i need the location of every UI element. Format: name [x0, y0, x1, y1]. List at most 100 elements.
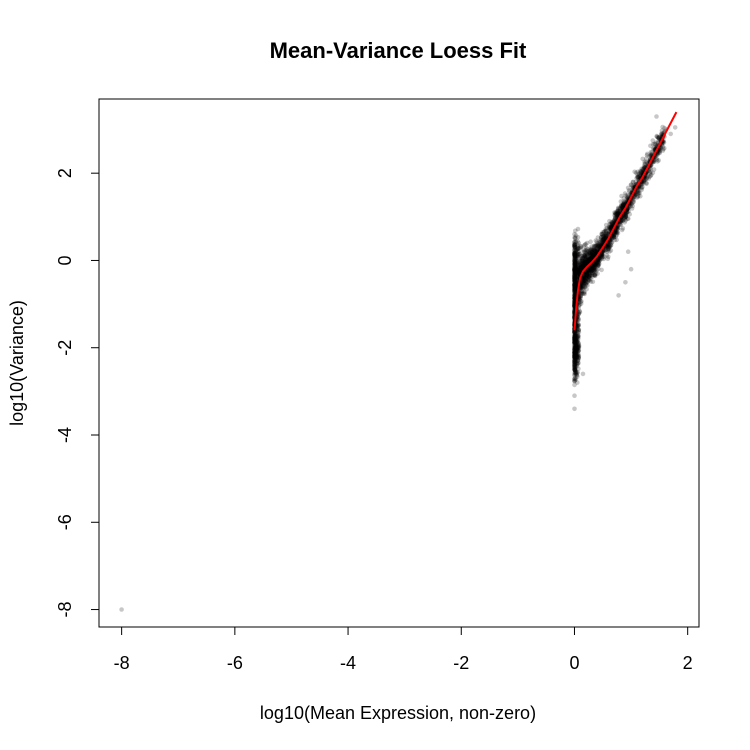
scatter-point: [633, 192, 639, 197]
scatter-point: [638, 170, 644, 176]
scatter-point: [594, 243, 600, 249]
scatter-point: [655, 152, 660, 158]
scatter-point: [574, 329, 579, 335]
scatter-point: [601, 236, 607, 242]
scatter-point: [598, 253, 604, 258]
scatter-point: [576, 327, 582, 333]
scatter-point: [595, 257, 600, 263]
scatter-point: [573, 377, 579, 382]
scatter-point: [574, 328, 580, 333]
x-tick-label: 2: [683, 653, 693, 673]
scatter-point: [573, 375, 578, 381]
scatter-point: [638, 170, 644, 175]
scatter-point: [582, 291, 587, 297]
scatter-point: [587, 268, 592, 274]
scatter-point: [577, 262, 583, 267]
scatter-point: [581, 275, 587, 280]
scatter-point: [573, 333, 578, 339]
scatter-point: [573, 345, 578, 351]
scatter-point: [633, 170, 639, 176]
scatter-point: [609, 222, 615, 227]
scatter-point: [659, 128, 665, 133]
scatter-point: [623, 210, 629, 216]
scatter-point: [577, 265, 582, 270]
scatter-point: [609, 224, 614, 229]
scatter-point: [572, 273, 577, 279]
scatter-point: [625, 195, 630, 200]
scatter-point: [617, 206, 623, 211]
scatter-point: [586, 258, 592, 263]
scatter-point: [590, 270, 596, 276]
scatter-point: [572, 350, 578, 356]
scatter-point: [583, 259, 588, 265]
scatter-point: [573, 233, 579, 238]
scatter-point: [572, 252, 577, 258]
scatter-point: [628, 266, 634, 272]
scatter-point: [585, 256, 590, 262]
scatter-point: [603, 228, 609, 234]
scatter-point: [604, 231, 609, 237]
scatter-point: [573, 345, 578, 350]
scatter-point: [572, 364, 577, 370]
scatter-point: [574, 263, 580, 268]
scatter-point: [572, 285, 578, 291]
scatter-point: [599, 253, 604, 259]
scatter-point: [589, 264, 595, 270]
scatter-point: [615, 208, 621, 213]
scatter-point: [574, 339, 580, 344]
scatter-point: [614, 212, 620, 217]
scatter-point: [601, 254, 607, 260]
scatter-point: [604, 233, 609, 239]
scatter-point: [573, 351, 579, 356]
scatter-point: [574, 335, 579, 341]
scatter-point: [621, 215, 626, 220]
scatter-point: [595, 257, 600, 262]
scatter-point: [592, 268, 597, 273]
scatter-point: [575, 380, 580, 385]
scatter-point: [573, 331, 579, 337]
scatter-point: [573, 250, 579, 256]
scatter-point: [573, 338, 578, 343]
scatter-point: [628, 182, 634, 188]
scatter-point: [630, 183, 635, 189]
scatter-point: [574, 331, 579, 336]
scatter-point: [591, 262, 597, 267]
scatter-point: [576, 355, 581, 361]
scatter-point: [572, 256, 578, 261]
scatter-point: [584, 252, 590, 257]
scatter-point: [581, 275, 586, 280]
scatter-point: [620, 204, 625, 209]
scatter-point: [593, 261, 598, 267]
scatter-point: [619, 227, 625, 233]
scatter-point: [638, 170, 643, 175]
scatter-point: [598, 237, 604, 242]
scatter-point: [597, 257, 602, 263]
scatter-point: [611, 219, 617, 224]
scatter-point: [572, 351, 577, 356]
scatter-point: [627, 212, 632, 217]
scatter-point: [119, 607, 124, 612]
scatter-point: [572, 286, 578, 292]
scatter-point: [574, 342, 579, 348]
scatter-point: [572, 284, 577, 290]
scatter-point: [597, 243, 602, 249]
scatter-point: [621, 201, 626, 207]
scatter-point: [581, 248, 587, 253]
scatter-point: [584, 259, 589, 264]
scatter-point: [574, 247, 579, 253]
scatter-point: [572, 370, 577, 376]
scatter-point: [612, 231, 617, 236]
scatter-point: [585, 256, 591, 262]
scatter-point: [572, 289, 577, 294]
scatter-point: [582, 253, 588, 258]
scatter-point: [611, 234, 616, 240]
scatter-point: [597, 258, 602, 264]
scatter-point: [572, 283, 577, 288]
scatter-point: [576, 322, 581, 328]
scatter-point: [577, 264, 583, 270]
scatter-point: [615, 208, 621, 214]
scatter-point: [587, 250, 593, 256]
scatter-point: [575, 343, 581, 349]
scatter-point: [572, 276, 578, 282]
scatter-point: [618, 204, 624, 209]
